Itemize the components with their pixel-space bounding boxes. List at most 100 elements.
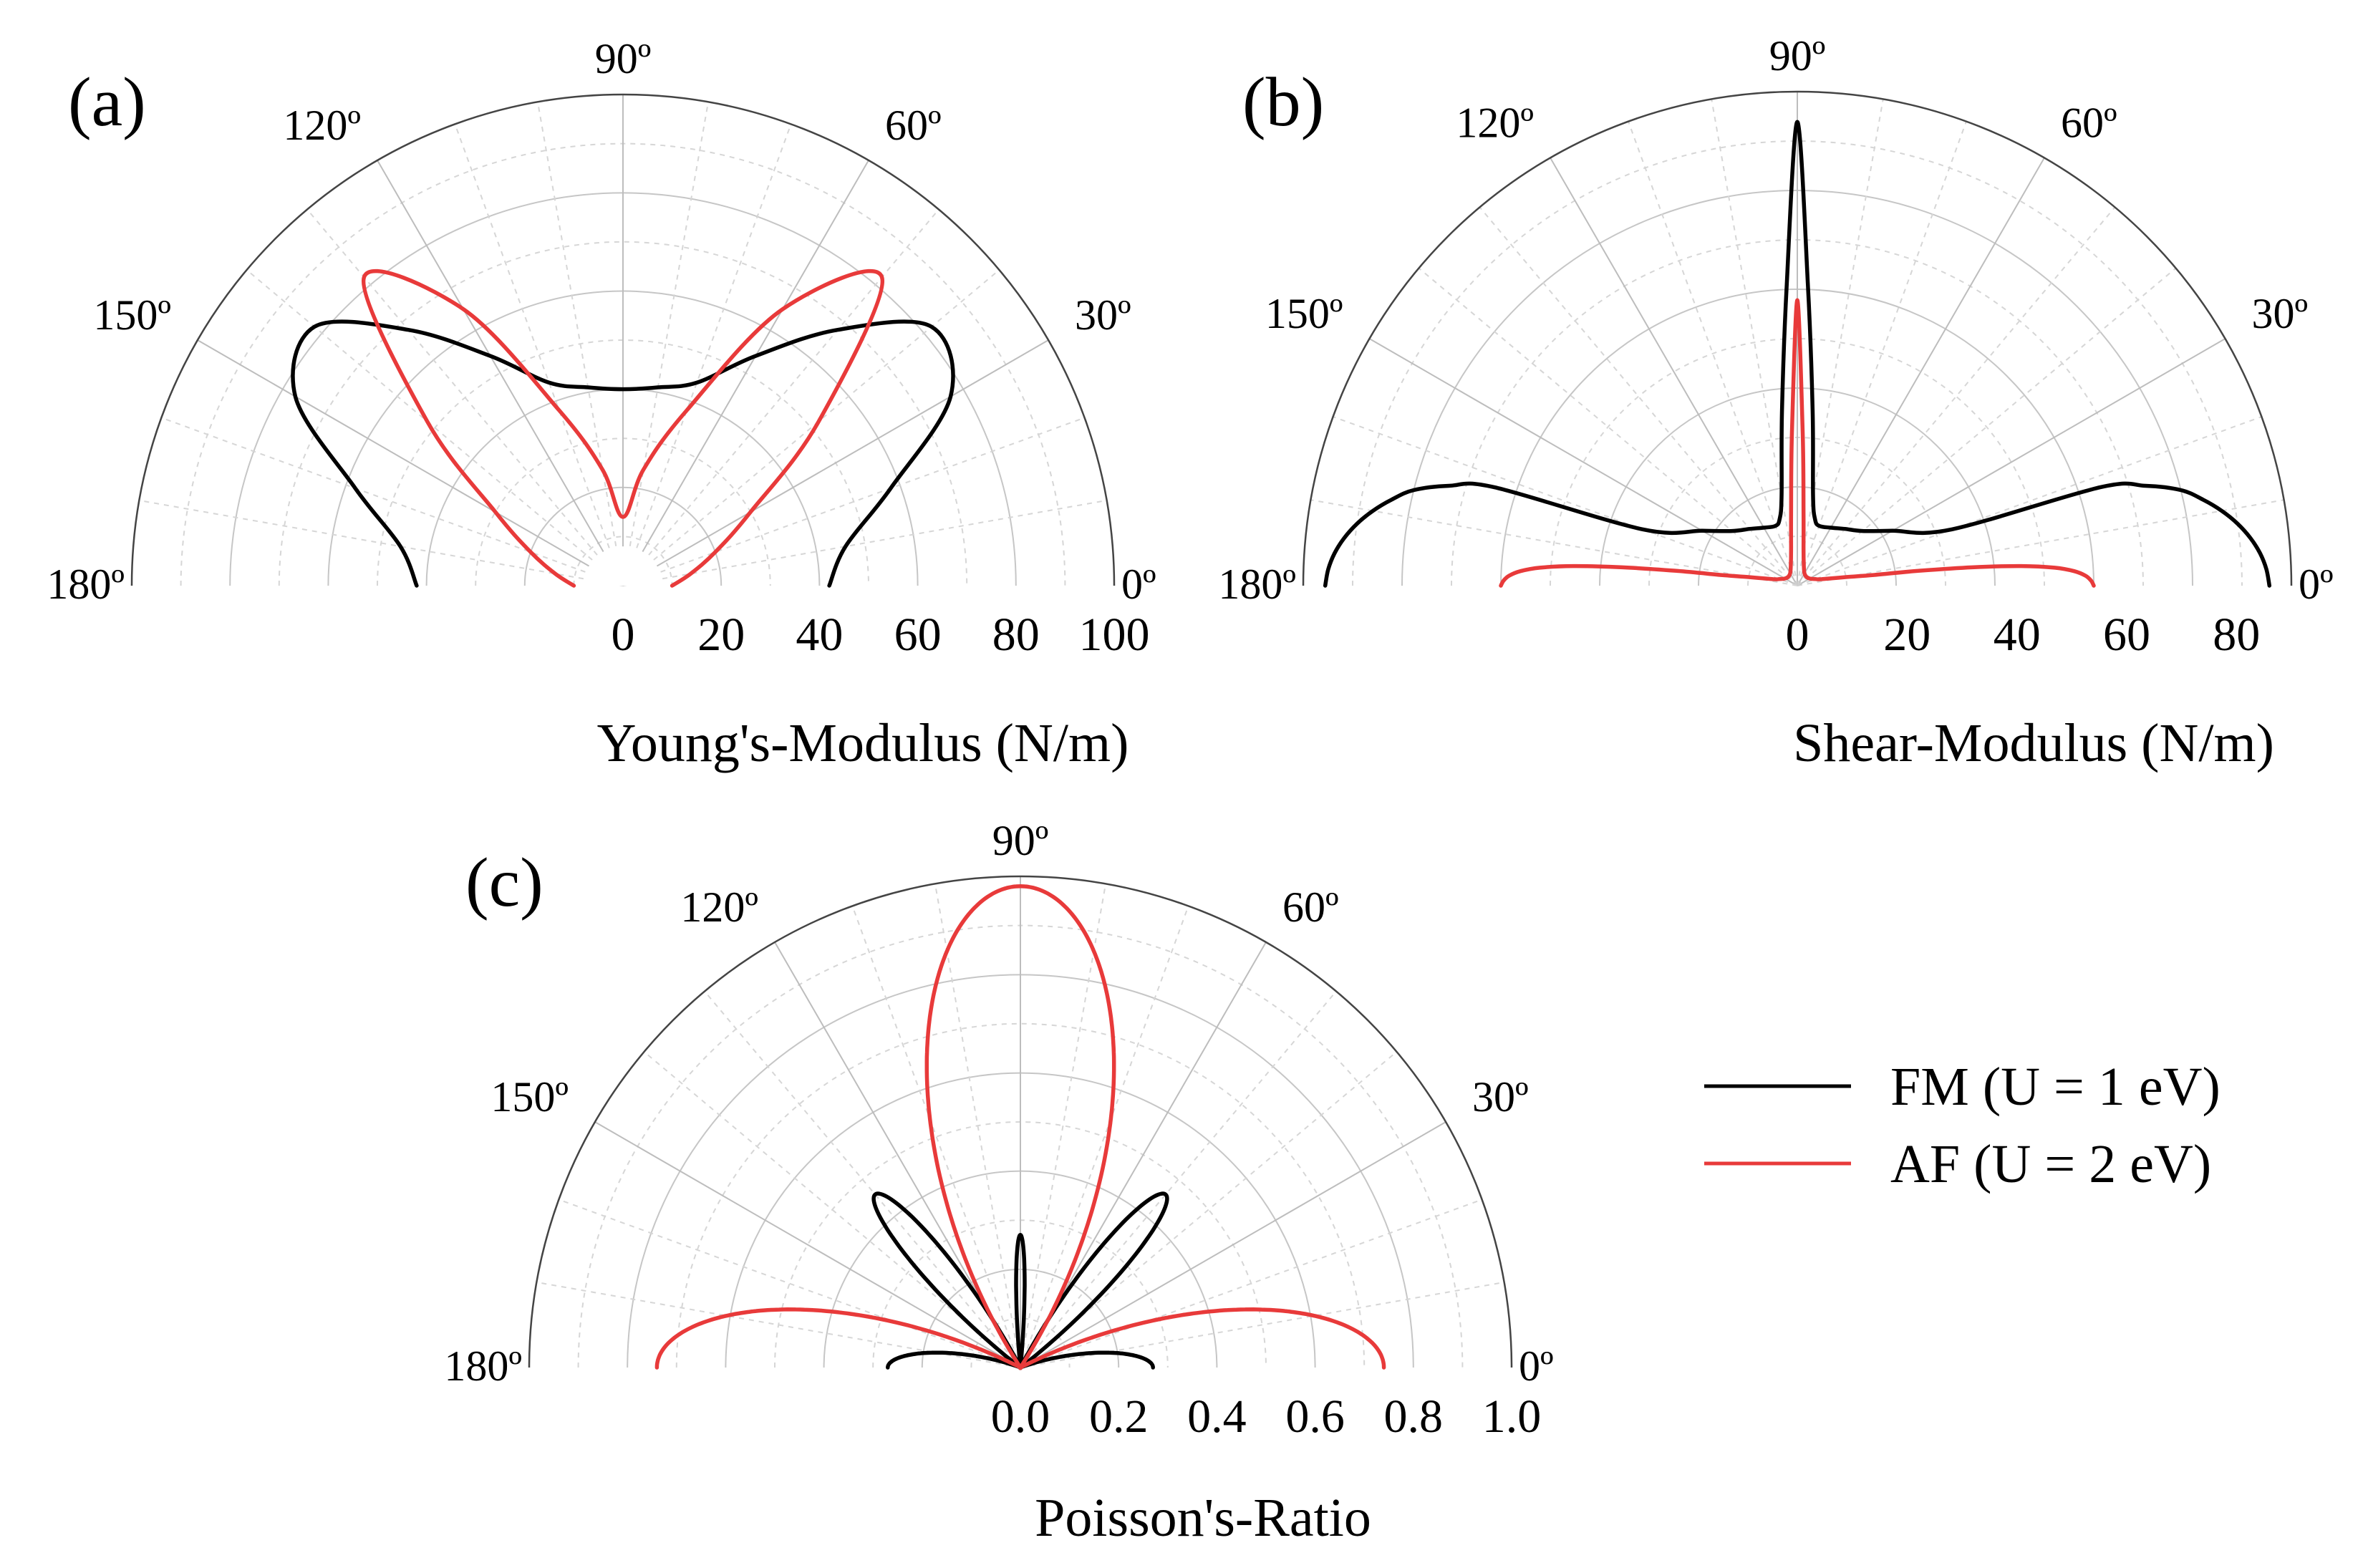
- panel-b-radial-tick-label: 0: [1786, 609, 1809, 661]
- panel-c-radial-tick-label: 0.6: [1285, 1390, 1345, 1443]
- panel-a-youngs-modulus: (a) Young's-Modulus (N/m) 0 20 40 60 80 1000º…: [47, 35, 1156, 773]
- panel-b-spoke-major: [1797, 157, 2045, 586]
- panel-b-axis-title: Shear-Modulus (N/m): [1793, 713, 2274, 773]
- panel-a-angle-label: 90º: [595, 35, 652, 82]
- legend-label-fm: FM (U = 1 eV): [1890, 1057, 2221, 1117]
- panel-c-radial-tick-label: 0.2: [1089, 1390, 1149, 1443]
- panel-b-angle-label: 180º: [1218, 561, 1296, 608]
- panel-a-spoke-minor: [139, 499, 624, 586]
- panel-b-shear-modulus: (b) Shear-Modulus (N/m) 0 20 40 60 80 0º 30º 60…: [1218, 32, 2333, 773]
- panel-b-spoke-minor: [1628, 121, 1798, 586]
- panel-a-angle-label: 120º: [283, 102, 361, 149]
- panel-b-radial-tick-label: 40: [1994, 609, 2041, 661]
- legend: FM (U = 1 eV) AF (U = 2 eV): [1704, 1057, 2221, 1194]
- panel-c-poissons-ratio: (c) Poisson's-Ratio 0.0 0.2 0.4 0.6 0.8 1.00º…: [444, 817, 1553, 1548]
- panel-c-angle-label: 150º: [491, 1073, 569, 1121]
- panel-b-radial-tick-label: 60: [2103, 609, 2150, 661]
- panel-b-outer-arc: [1302, 90, 2293, 586]
- panel-a-axis-title: Young's-Modulus (N/m): [597, 713, 1129, 773]
- panel-c-angle-label: 90º: [992, 817, 1049, 864]
- panel-b-spoke-minor: [1797, 416, 2262, 586]
- panel-a-radial-tick-label: 80: [992, 609, 1040, 661]
- panel-b-series-fm-curve: [1323, 120, 2272, 588]
- panel-b-angle-label: 30º: [2252, 290, 2309, 337]
- panel-a-series-af-curve: [361, 268, 885, 588]
- panel-a-inner-hole: [584, 546, 662, 586]
- panel-c-spoke-major: [594, 1121, 1021, 1368]
- panel-b-radial-tick-label: 80: [2213, 609, 2260, 661]
- panel-b-spoke-minor: [1479, 206, 1798, 586]
- panel-b-grid-arc: [1550, 338, 2045, 586]
- panel-b-angle-label: 0º: [2299, 561, 2334, 608]
- panel-c-angle-label: 120º: [680, 884, 758, 931]
- panel-a-grid-arc: [278, 241, 968, 586]
- panel-a-spoke-minor: [622, 269, 1000, 586]
- panel-c-spoke-minor: [1020, 884, 1107, 1368]
- panel-b-angle-label: 120º: [1456, 100, 1534, 147]
- panel-c-radial-tick-label: 0.8: [1384, 1390, 1444, 1443]
- panel-a-spoke-major: [377, 160, 624, 586]
- panel-a-spoke-minor: [536, 102, 624, 586]
- panel-a-spoke-major: [197, 339, 624, 586]
- panel-c-spoke-minor: [934, 884, 1021, 1368]
- panel-c-label: (c): [465, 844, 543, 921]
- panel-a-angle-label: 30º: [1075, 291, 1131, 339]
- panel-b-series-af-curve: [1499, 298, 2096, 588]
- panel-b-angle-label: 60º: [2061, 100, 2117, 147]
- panel-a-spoke-major: [622, 339, 1049, 586]
- panel-b-grid: [1310, 92, 2284, 586]
- panel-b-spoke-major: [1550, 157, 1798, 586]
- panel-a-angle-label: 60º: [885, 102, 942, 149]
- panel-c-angle-label: 0º: [1519, 1342, 1554, 1390]
- panel-a-spoke-minor: [622, 417, 1085, 586]
- panel-a-series-fm-curve: [291, 319, 955, 588]
- panel-a-radial-tick-label: 60: [894, 609, 942, 661]
- panel-a-spoke-minor: [622, 124, 792, 586]
- panel-c-radial-tick-label: 0.0: [991, 1390, 1050, 1443]
- panel-b-angle-label: 90º: [1769, 32, 1826, 79]
- panel-c-spoke-minor: [1020, 1199, 1482, 1368]
- panel-c-outer-arc: [528, 875, 1513, 1368]
- panel-a-label: (a): [68, 64, 146, 141]
- panel-b-spoke-minor: [1333, 416, 1798, 586]
- panel-c-axis-title: Poisson's-Ratio: [1035, 1488, 1371, 1548]
- panel-c-spoke-major: [1020, 1121, 1446, 1368]
- panel-b-spoke-major: [1368, 338, 1798, 586]
- panel-a-spoke-minor: [622, 102, 710, 586]
- panel-a-spoke-minor: [161, 417, 624, 586]
- panel-a-spoke-minor: [622, 499, 1107, 586]
- panel-c-spoke-minor: [1020, 990, 1337, 1368]
- panel-b-grid-arc: [1352, 140, 2243, 586]
- panel-b-label: (b): [1242, 64, 1324, 141]
- panel-a-spoke-major: [622, 160, 869, 586]
- panel-b-spoke-minor: [1310, 499, 1798, 586]
- panel-a-angle-label: 150º: [93, 291, 171, 339]
- panel-a-radial-tick-label: 20: [697, 609, 745, 661]
- legend-label-af: AF (U = 2 eV): [1890, 1134, 2211, 1194]
- panel-a-grid: [139, 95, 1107, 586]
- panel-a-outer-arc: [130, 93, 1116, 586]
- panel-a-radial-tick-label: 0: [612, 609, 635, 661]
- panel-c-grid: [536, 876, 1504, 1368]
- panel-c-radial-tick-label: 0.4: [1187, 1390, 1247, 1443]
- panel-c-spoke-minor: [559, 1199, 1021, 1368]
- panel-a-radial-tick-label: 100: [1079, 609, 1150, 661]
- panel-b-radial-tick-label: 20: [1883, 609, 1930, 661]
- panel-a-angle-label: 180º: [47, 561, 125, 608]
- panel-c-spoke-minor: [851, 906, 1021, 1368]
- panel-c-spoke-minor: [704, 990, 1021, 1368]
- panel-a-angle-label: 0º: [1121, 561, 1156, 608]
- panel-a-spoke-minor: [246, 269, 624, 586]
- panel-c-angle-label: 180º: [444, 1342, 522, 1390]
- panel-b-angle-label: 150º: [1265, 290, 1343, 337]
- panel-b-spoke-major: [1797, 338, 2226, 586]
- panel-c-spoke-minor: [1020, 906, 1189, 1368]
- panel-a-spoke-minor: [306, 208, 624, 586]
- panel-a-grid-arc: [573, 536, 673, 586]
- panel-b-grid-arc: [1747, 536, 1847, 586]
- panel-b-spoke-minor: [1797, 121, 1967, 586]
- panel-c-grid-arc: [675, 1022, 1366, 1368]
- panel-a-radial-tick-label: 40: [796, 609, 843, 661]
- panel-c-angle-label: 60º: [1282, 884, 1339, 931]
